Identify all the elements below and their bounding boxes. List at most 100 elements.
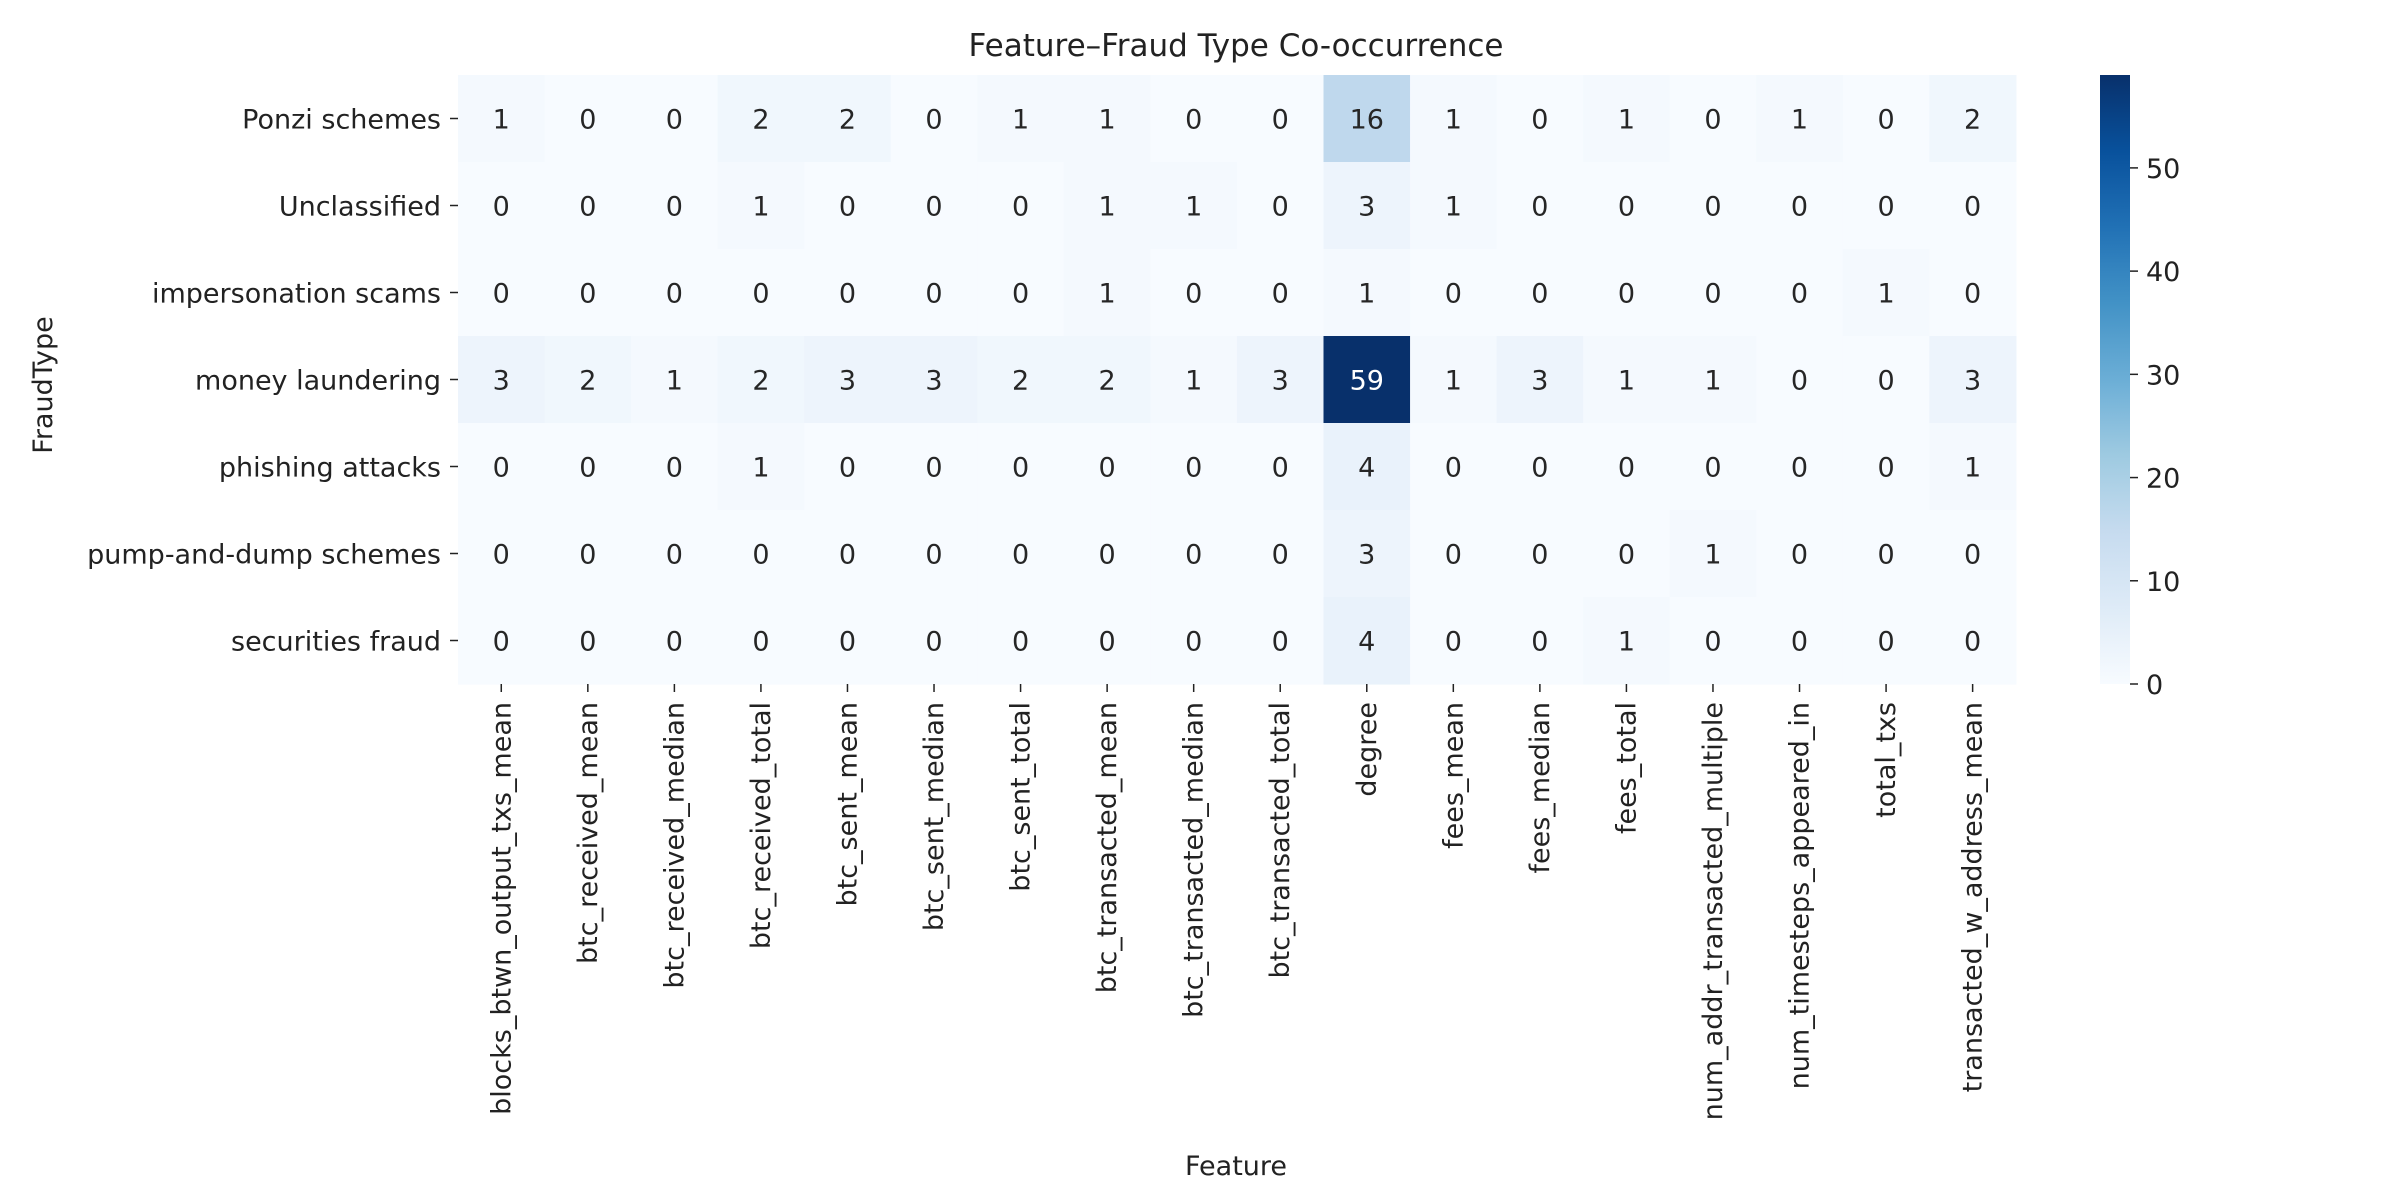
cell-value-r0-c10: 16 <box>1350 105 1384 136</box>
heatmap-cell-r1-c6 <box>977 162 1065 250</box>
heatmap-cell-r4-c15 <box>1756 423 1844 511</box>
cell-value-r3-c17: 3 <box>1964 366 1981 397</box>
x-tick-label-3: btc_received_total <box>746 702 777 949</box>
heatmap-cell-r5-c4 <box>804 510 892 598</box>
heatmap-cell-r0-c9 <box>1236 75 1325 163</box>
cell-value-r4-c13: 0 <box>1618 453 1635 484</box>
cell-value-r0-c16: 0 <box>1877 105 1894 136</box>
cell-value-r1-c3: 1 <box>752 192 769 223</box>
cell-value-r5-c1: 0 <box>579 540 596 571</box>
cell-value-r2-c9: 0 <box>1272 279 1289 310</box>
heatmap-cell-r0-c13 <box>1583 75 1671 163</box>
cell-value-r3-c11: 1 <box>1445 366 1462 397</box>
heatmap-cell-r0-c0 <box>458 75 546 163</box>
cell-value-r2-c0: 0 <box>493 279 510 310</box>
cell-value-r3-c10: 59 <box>1350 366 1384 397</box>
heatmap-cell-r5-c12 <box>1496 510 1584 598</box>
heatmap-cell-r3-c6 <box>977 336 1065 424</box>
cell-value-r1-c15: 0 <box>1791 192 1808 223</box>
heatmap-cell-r3-c16 <box>1842 336 1930 424</box>
heatmap-cell-r4-c5 <box>890 423 978 511</box>
y-tick-label-3: money laundering <box>195 366 441 397</box>
cell-value-r4-c15: 0 <box>1791 453 1808 484</box>
heatmap-cell-r2-c0 <box>458 249 546 337</box>
cell-value-r3-c4: 3 <box>839 366 856 397</box>
cell-value-r6-c7: 0 <box>1099 627 1116 658</box>
heatmap-cell-r0-c11 <box>1410 75 1498 163</box>
heatmap-cell-r6-c16 <box>1842 597 1930 685</box>
cell-value-r2-c8: 0 <box>1185 279 1202 310</box>
colorbar-gradient <box>2100 75 2130 684</box>
heatmap-cell-r6-c10 <box>1323 597 1411 685</box>
heatmap-cell-r0-c14 <box>1669 75 1757 163</box>
heatmap-cell-r6-c8 <box>1150 597 1238 685</box>
cell-value-r3-c16: 0 <box>1877 366 1894 397</box>
heatmap-cell-r2-c10 <box>1323 249 1411 337</box>
cell-value-r2-c5: 0 <box>925 279 942 310</box>
heatmap-cell-r5-c16 <box>1842 510 1930 598</box>
cell-value-r4-c3: 1 <box>752 453 769 484</box>
cell-value-r3-c3: 2 <box>752 366 769 397</box>
cell-value-r4-c12: 0 <box>1531 453 1548 484</box>
x-tick-label-7: btc_transacted_mean <box>1092 702 1123 993</box>
colorbar-tick-label-1: 10 <box>2146 567 2180 598</box>
cell-value-r2-c1: 0 <box>579 279 596 310</box>
cell-value-r2-c17: 0 <box>1964 279 1981 310</box>
heatmap-cell-r4-c9 <box>1236 423 1325 511</box>
cell-value-r0-c4: 2 <box>839 105 856 136</box>
cell-value-r0-c1: 0 <box>579 105 596 136</box>
cell-value-r0-c9: 0 <box>1272 105 1289 136</box>
cell-value-r4-c7: 0 <box>1099 453 1116 484</box>
cell-value-r1-c1: 0 <box>579 192 596 223</box>
cell-value-r0-c15: 1 <box>1791 105 1808 136</box>
heatmap-cell-r6-c6 <box>977 597 1065 685</box>
cell-value-r6-c13: 1 <box>1618 627 1635 658</box>
cell-value-r6-c8: 0 <box>1185 627 1202 658</box>
cell-value-r6-c5: 0 <box>925 627 942 658</box>
cell-value-r2-c4: 0 <box>839 279 856 310</box>
cell-value-r0-c11: 1 <box>1445 105 1462 136</box>
heatmap-cell-r6-c13 <box>1583 597 1671 685</box>
x-tick-label-5: btc_sent_median <box>919 702 950 931</box>
heatmap-cell-r2-c3 <box>717 249 805 337</box>
cell-value-r1-c7: 1 <box>1099 192 1116 223</box>
colorbar-tick-label-4: 40 <box>2146 257 2180 288</box>
heatmap-cell-r5-c17 <box>1929 510 2017 598</box>
heatmap-cell-r4-c13 <box>1583 423 1671 511</box>
heatmap-cell-r6-c5 <box>890 597 978 685</box>
heatmap-cell-r6-c2 <box>631 597 719 685</box>
cell-value-r0-c0: 1 <box>493 105 510 136</box>
cell-value-r3-c2: 1 <box>666 366 683 397</box>
heatmap-cell-r4-c10 <box>1323 423 1411 511</box>
heatmap-cell-r3-c3 <box>717 336 805 424</box>
cell-value-r4-c8: 0 <box>1185 453 1202 484</box>
heatmap-cell-r1-c5 <box>890 162 978 250</box>
x-tick-label-8: btc_transacted_median <box>1179 702 1210 1018</box>
x-tick-label-11: fees_mean <box>1438 702 1469 849</box>
heatmap-cell-r5-c14 <box>1669 510 1757 598</box>
heatmap-cell-r1-c4 <box>804 162 892 250</box>
cell-value-r1-c16: 0 <box>1877 192 1894 223</box>
cell-value-r1-c12: 0 <box>1531 192 1548 223</box>
heatmap-cell-r5-c0 <box>458 510 546 598</box>
heatmap-cell-r1-c16 <box>1842 162 1930 250</box>
heatmap-cell-r6-c12 <box>1496 597 1584 685</box>
heatmap-cell-r3-c9 <box>1236 336 1325 424</box>
cell-value-r5-c0: 0 <box>493 540 510 571</box>
cell-value-r4-c17: 1 <box>1964 453 1981 484</box>
heatmap-cell-r2-c14 <box>1669 249 1757 337</box>
cell-value-r5-c13: 0 <box>1618 540 1635 571</box>
heatmap-cell-r0-c2 <box>631 75 719 163</box>
cell-value-r1-c4: 0 <box>839 192 856 223</box>
heatmap-cell-r2-c9 <box>1236 249 1325 337</box>
cell-value-r5-c4: 0 <box>839 540 856 571</box>
x-tick-label-12: fees_median <box>1525 702 1556 874</box>
x-tick-label-10: degree <box>1352 702 1383 797</box>
heatmap-cell-r0-c7 <box>1063 75 1151 163</box>
heatmap-cell-r4-c16 <box>1842 423 1930 511</box>
cell-value-r1-c5: 0 <box>925 192 942 223</box>
heatmap-cell-r4-c6 <box>977 423 1065 511</box>
cell-value-r6-c17: 0 <box>1964 627 1981 658</box>
heatmap-cell-r5-c9 <box>1236 510 1325 598</box>
